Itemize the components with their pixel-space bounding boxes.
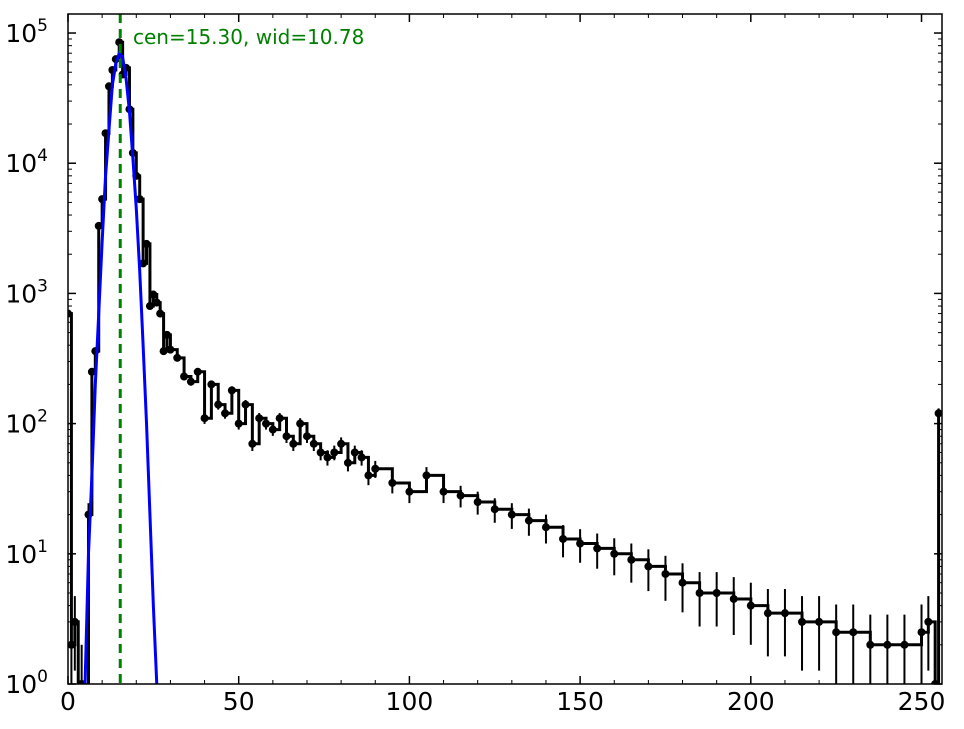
data-layer (68, 14, 942, 684)
data-point (70, 617, 79, 626)
y-tick-label: 100 (5, 667, 48, 699)
axis-layer: 0 50 100 150 200 250 100 101 102 103 104 105 (5, 13, 946, 716)
data-point (883, 640, 892, 649)
data-point (473, 497, 482, 506)
data-point (350, 448, 359, 457)
data-point (296, 419, 305, 428)
data-point (207, 380, 216, 389)
data-point (268, 425, 277, 434)
y-tick-label: 101 (5, 537, 48, 569)
plot-area (68, 14, 942, 684)
data-point (593, 544, 602, 553)
data-point (87, 367, 96, 376)
data-point (289, 439, 298, 448)
data-point (316, 448, 325, 457)
data-point (139, 259, 148, 268)
y-tick-label: 103 (5, 276, 48, 308)
data-point (388, 478, 397, 487)
data-point (524, 516, 533, 525)
data-point (193, 367, 202, 376)
data-point (610, 549, 619, 558)
data-point (695, 588, 704, 597)
data-point (934, 409, 942, 418)
data-point (357, 453, 366, 462)
data-point (371, 464, 380, 473)
data-point (576, 539, 585, 548)
data-point (282, 432, 291, 441)
data-point (661, 569, 670, 578)
x-tick-label: 0 (60, 687, 76, 716)
x-tick-label: 200 (727, 687, 775, 716)
data-point (200, 414, 209, 423)
data-point (746, 601, 755, 610)
data-point (156, 309, 165, 318)
data-point (729, 594, 738, 603)
data-point (173, 353, 182, 362)
data-point (343, 458, 352, 467)
data-point (275, 414, 284, 423)
data-point (330, 448, 339, 457)
data-point (255, 414, 264, 423)
fit-curve (83, 50, 159, 684)
data-point (135, 195, 144, 204)
data-point (900, 640, 909, 649)
data-point (849, 628, 858, 637)
x-tick-label: 150 (556, 687, 604, 716)
data-point (227, 386, 236, 395)
data-point (507, 510, 516, 519)
data-point (221, 409, 230, 418)
data-point (302, 432, 311, 441)
data-point (678, 578, 687, 587)
x-tick-label: 250 (898, 687, 946, 716)
data-point (798, 617, 807, 626)
data-point (627, 555, 636, 564)
data-point (456, 491, 465, 500)
x-tick-label: 100 (386, 687, 434, 716)
data-point (541, 523, 550, 532)
data-point (917, 628, 926, 637)
data-point (422, 471, 431, 480)
data-point (815, 617, 824, 626)
data-point (149, 290, 158, 299)
data-point (234, 419, 243, 428)
data-point (866, 640, 875, 649)
data-point (364, 471, 373, 480)
data-point (262, 419, 271, 428)
data-point (214, 400, 223, 409)
data-point (405, 487, 414, 496)
data-point (94, 221, 103, 230)
data-point (931, 680, 940, 684)
data-point (924, 617, 933, 626)
data-point (180, 372, 189, 381)
data-point (248, 439, 257, 448)
axes-frame (67, 13, 943, 685)
data-point (644, 562, 653, 571)
fit-annotation: cen=15.30, wid=10.78 (133, 25, 364, 49)
data-point (159, 347, 168, 356)
data-point (439, 487, 448, 496)
data-point (559, 534, 568, 543)
x-tick-label: 50 (223, 687, 255, 716)
data-point (166, 345, 175, 354)
data-point (832, 628, 841, 637)
data-point (145, 302, 154, 311)
data-point (152, 298, 161, 307)
data-point (323, 453, 332, 462)
y-tick-label: 102 (5, 407, 48, 439)
data-point (186, 377, 195, 386)
data-point (163, 330, 172, 339)
data-point (309, 439, 318, 448)
data-point (490, 505, 499, 514)
data-point (337, 439, 346, 448)
data-point (142, 239, 151, 248)
data-point (763, 609, 772, 618)
data-point (712, 588, 721, 597)
y-tick-label: 105 (5, 16, 48, 48)
y-tick-label: 104 (5, 146, 48, 178)
data-point (780, 609, 789, 618)
data-point (241, 400, 250, 409)
